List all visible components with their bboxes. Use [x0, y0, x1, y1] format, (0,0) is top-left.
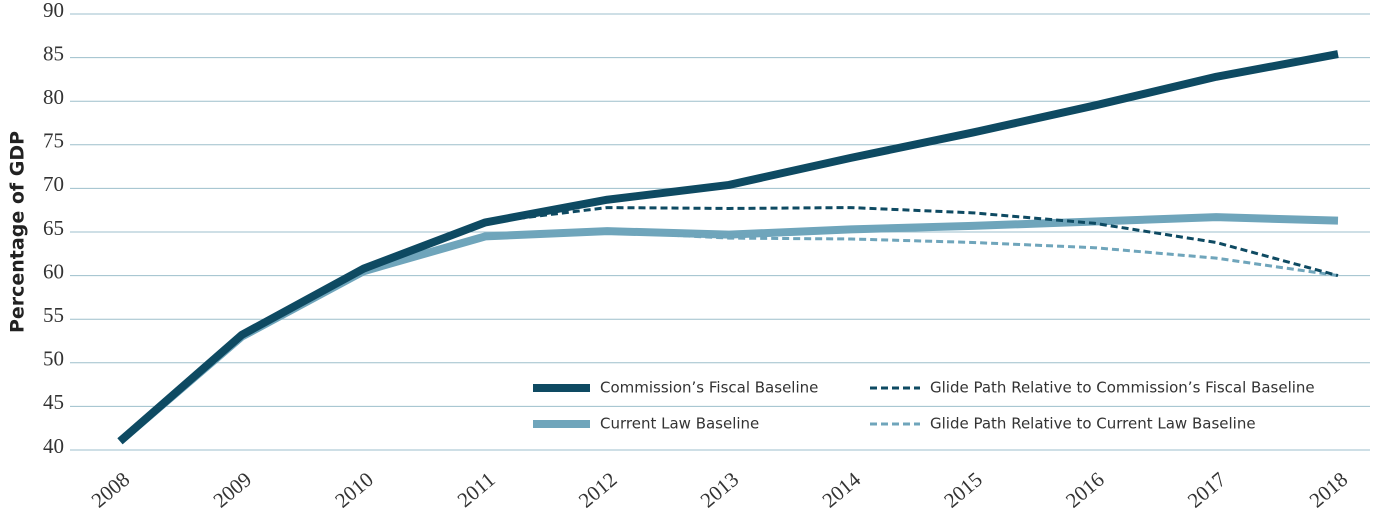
y-tick-label: 65 — [43, 216, 64, 240]
x-tick-label: 2012 — [574, 467, 622, 512]
y-axis-label: Percentage of GDP — [7, 131, 29, 333]
y-tick-label: 40 — [43, 434, 64, 458]
y-tick-label: 70 — [43, 172, 64, 196]
x-tick-label: 2010 — [330, 467, 378, 512]
x-tick-label: 2017 — [1183, 467, 1231, 512]
x-tick-label: 2018 — [1305, 467, 1353, 512]
legend-label: Commission’s Fiscal Baseline — [600, 379, 818, 397]
y-tick-label: 50 — [43, 347, 64, 371]
x-tick-label: 2016 — [1061, 467, 1109, 512]
legend-label: Glide Path Relative to Commission’s Fisc… — [930, 379, 1315, 397]
legend-label: Current Law Baseline — [600, 415, 759, 433]
series-line — [117, 213, 1339, 445]
y-tick-label: 80 — [43, 85, 64, 109]
x-tick-label: 2014 — [818, 467, 866, 513]
y-tick-label: 45 — [43, 390, 64, 414]
legend-label: Glide Path Relative to Current Law Basel… — [930, 415, 1256, 433]
series-line — [117, 50, 1339, 445]
y-tick-label: 90 — [43, 0, 64, 22]
series-line — [485, 230, 1339, 278]
y-tick-label: 60 — [43, 259, 64, 283]
x-tick-label: 2011 — [453, 467, 500, 512]
x-tick-label: 2013 — [696, 467, 744, 512]
y-tick-label: 85 — [43, 41, 64, 65]
y-tick-label: 75 — [43, 129, 64, 153]
x-tick-label: 2015 — [939, 467, 987, 512]
y-tick-label: 55 — [43, 303, 64, 327]
x-tick-label: 2009 — [209, 467, 257, 512]
x-tick-label: 2008 — [87, 467, 135, 512]
